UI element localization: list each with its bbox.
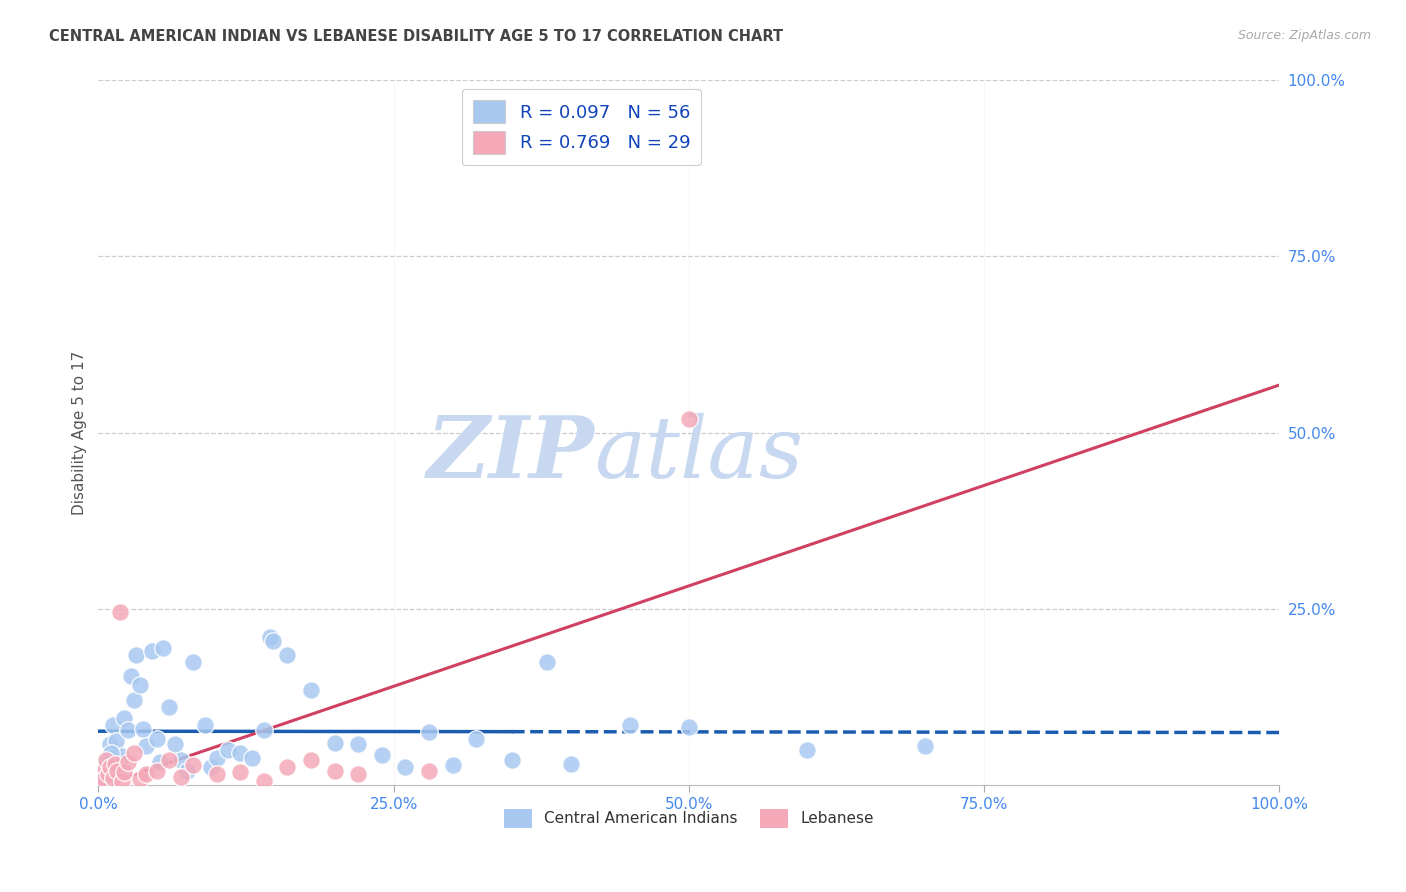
Point	[91, 767, 114, 781]
Point	[98, 737, 121, 751]
Point	[176, 764, 198, 778]
Point	[101, 718, 124, 732]
Point	[146, 732, 169, 747]
Point	[276, 648, 298, 662]
Point	[253, 723, 276, 737]
Point	[371, 748, 394, 763]
Point	[229, 765, 252, 780]
Point	[323, 764, 346, 778]
Point	[104, 756, 127, 771]
Point	[125, 648, 148, 662]
Point	[170, 770, 193, 784]
Text: atlas: atlas	[595, 412, 804, 495]
Point	[678, 720, 700, 734]
Point	[347, 767, 370, 781]
Point	[103, 758, 125, 772]
Point	[259, 630, 281, 644]
Point	[146, 764, 169, 778]
Point	[229, 746, 252, 760]
Point	[262, 633, 284, 648]
Point	[152, 640, 174, 655]
Point	[105, 764, 128, 778]
Point	[132, 722, 155, 736]
Point	[536, 655, 558, 669]
Point	[96, 763, 118, 777]
Text: CENTRAL AMERICAN INDIAN VS LEBANESE DISABILITY AGE 5 TO 17 CORRELATION CHART: CENTRAL AMERICAN INDIAN VS LEBANESE DISA…	[49, 29, 783, 44]
Point	[135, 739, 157, 754]
Text: ZIP: ZIP	[426, 412, 595, 496]
Legend: Central American Indians, Lebanese: Central American Indians, Lebanese	[498, 803, 880, 834]
Point	[194, 718, 217, 732]
Point	[240, 751, 263, 765]
Point	[418, 725, 440, 739]
Point	[157, 700, 180, 714]
Y-axis label: Disability Age 5 to 17: Disability Age 5 to 17	[72, 351, 87, 515]
Point	[441, 758, 464, 772]
Point	[108, 605, 131, 619]
Point	[121, 669, 143, 683]
Point	[122, 693, 145, 707]
Point	[94, 753, 117, 767]
Point	[181, 655, 204, 669]
Point	[181, 758, 204, 772]
Point	[94, 765, 117, 780]
Point	[501, 753, 523, 767]
Point	[217, 742, 239, 756]
Point	[128, 678, 150, 692]
Point	[91, 760, 114, 774]
Point	[112, 765, 135, 780]
Point	[323, 736, 346, 750]
Point	[157, 753, 180, 767]
Point	[394, 760, 416, 774]
Point	[90, 774, 112, 789]
Point	[112, 711, 135, 725]
Point	[253, 774, 276, 789]
Point	[93, 772, 115, 787]
Point	[97, 767, 120, 781]
Point	[678, 411, 700, 425]
Point	[100, 746, 122, 760]
Point	[276, 760, 298, 774]
Point	[205, 751, 228, 765]
Point	[122, 746, 145, 760]
Point	[117, 723, 139, 737]
Point	[619, 718, 641, 732]
Point	[101, 771, 124, 785]
Point	[796, 742, 818, 756]
Point	[117, 756, 139, 770]
Point	[347, 737, 370, 751]
Point	[299, 682, 322, 697]
Point	[128, 772, 150, 787]
Point	[111, 774, 134, 789]
Point	[91, 764, 114, 778]
Point	[98, 760, 121, 774]
Point	[111, 749, 134, 764]
Point	[93, 756, 115, 770]
Point	[418, 764, 440, 778]
Point	[465, 732, 488, 747]
Point	[105, 734, 128, 748]
Point	[135, 767, 157, 781]
Point	[108, 753, 131, 767]
Point	[200, 760, 222, 774]
Text: Source: ZipAtlas.com: Source: ZipAtlas.com	[1237, 29, 1371, 42]
Point	[205, 767, 228, 781]
Point	[560, 756, 582, 771]
Point	[914, 739, 936, 754]
Point	[170, 753, 193, 767]
Point	[165, 737, 187, 751]
Point	[149, 756, 172, 770]
Point	[299, 753, 322, 767]
Point	[98, 751, 121, 765]
Point	[90, 770, 112, 784]
Point	[141, 644, 163, 658]
